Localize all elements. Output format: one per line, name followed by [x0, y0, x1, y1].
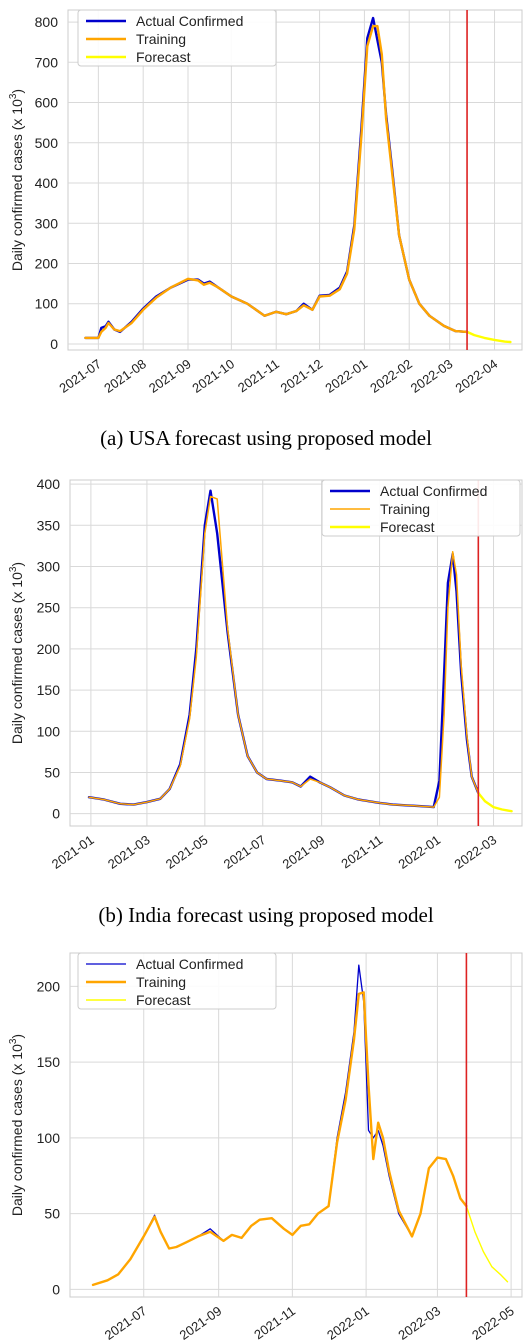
y-tick-label: 150: [37, 682, 61, 698]
y-tick-label: 600: [35, 95, 59, 111]
legend-label: Forecast: [136, 992, 191, 1008]
training-line: [91, 991, 468, 1287]
legend-box: [77, 9, 277, 67]
y-tick-label: 250: [37, 600, 61, 616]
x-tick-label: 2022-01: [322, 356, 370, 396]
y-tick-label: 0: [52, 1281, 60, 1297]
forecast-line: [477, 791, 513, 813]
y-tick-label: 100: [35, 296, 59, 312]
caption-india: (b) India forecast using proposed model: [98, 903, 434, 927]
x-tick-label: 2021-11: [338, 832, 385, 871]
y-tick-label: 400: [35, 175, 59, 191]
y-tick-label: 200: [35, 255, 59, 271]
y-tick-label: 700: [35, 54, 59, 70]
y-tick-label: 400: [37, 476, 61, 492]
x-tick-label: 2022-02: [367, 356, 415, 396]
y-tick-label: 0: [50, 336, 58, 352]
y-tick-label: 100: [37, 723, 61, 739]
x-tick-label: 2022-03: [395, 1303, 443, 1342]
x-tick-label: 2021-11: [251, 1303, 298, 1342]
y-tick-label: 100: [37, 1130, 61, 1146]
y-tick-label: 50: [44, 1206, 60, 1222]
legend-label: Actual Confirmed: [380, 483, 487, 499]
x-tick-label: 2021-09: [146, 356, 194, 396]
forecast-line: [465, 330, 512, 344]
legend-label: Training: [380, 501, 430, 517]
caption-usa: (a) USA forecast using proposed model: [100, 426, 432, 450]
legend-label: Training: [136, 974, 186, 990]
gridlines: [70, 480, 522, 826]
legend: Actual Confirmed Training Forecast: [77, 952, 277, 1010]
x-tick-label: 2021-05: [163, 832, 211, 872]
training-line: [88, 495, 480, 808]
third-forecast-chart: 0 50 100 150 200 2021-07 2021-09 2021-11 2022-01…: [8, 952, 523, 1342]
x-tick-label: 2022-03: [408, 356, 456, 396]
x-tick-label: 2021-09: [280, 832, 328, 872]
x-tick-label: 2021-12: [278, 356, 326, 396]
legend-label: Training: [136, 31, 186, 47]
legend-label: Actual Confirmed: [136, 956, 243, 972]
legend-box: [77, 952, 277, 1010]
x-tick-label: 2022-04: [453, 356, 501, 396]
gridlines: [70, 953, 522, 1297]
y-tick-label: 200: [37, 641, 61, 657]
plot-area: [69, 952, 523, 1298]
x-tick-label: 2022-01: [324, 1303, 372, 1342]
x-tick-label: 2021-07: [221, 832, 269, 872]
x-tick-label: 2021-10: [189, 356, 237, 396]
legend-label: Actual Confirmed: [136, 13, 243, 29]
training-line: [84, 24, 469, 340]
y-tick-label: 300: [35, 215, 59, 231]
x-tick-label: 2022-01: [396, 832, 444, 872]
usa-forecast-chart: 01002003004005006007008002021-072021-082…: [8, 9, 523, 396]
x-tick-label: 2021-11: [235, 356, 282, 395]
legend: Actual Confirmed Training Forecast: [321, 479, 521, 537]
y-tick-label: 800: [35, 14, 59, 30]
legend-box: [321, 479, 521, 537]
y-axis-label: Daily confirmed cases (x 103): [8, 1034, 25, 1216]
y-axis-label: Daily confirmed cases (x 103): [8, 562, 25, 744]
y-tick-label: 150: [37, 1054, 61, 1070]
x-tick-label: 2021-07: [102, 1303, 150, 1342]
y-axis-label: Daily confirmed cases (x 103): [8, 89, 25, 271]
x-tick-label: 2021-03: [105, 832, 153, 872]
legend-label: Forecast: [136, 49, 191, 65]
legend-label: Forecast: [380, 519, 435, 535]
legend: Actual Confirmed Training Forecast: [77, 9, 277, 67]
x-tick-label: 2021-01: [49, 832, 97, 872]
x-tick-label: 2021-09: [177, 1303, 225, 1342]
y-tick-label: 350: [37, 517, 61, 533]
y-tick-label: 300: [37, 559, 61, 575]
x-tick-label: 2022-05: [469, 1303, 517, 1342]
y-tick-label: 200: [37, 978, 61, 994]
x-tick-label: 2021-07: [56, 356, 104, 396]
x-tick-label: 2021-08: [101, 356, 149, 396]
y-tick-label: 50: [44, 764, 60, 780]
y-tick-label: 500: [35, 135, 59, 151]
y-tick-label: 0: [52, 806, 60, 822]
forecast-line: [465, 1205, 509, 1283]
x-tick-label: 2022-03: [452, 832, 500, 872]
